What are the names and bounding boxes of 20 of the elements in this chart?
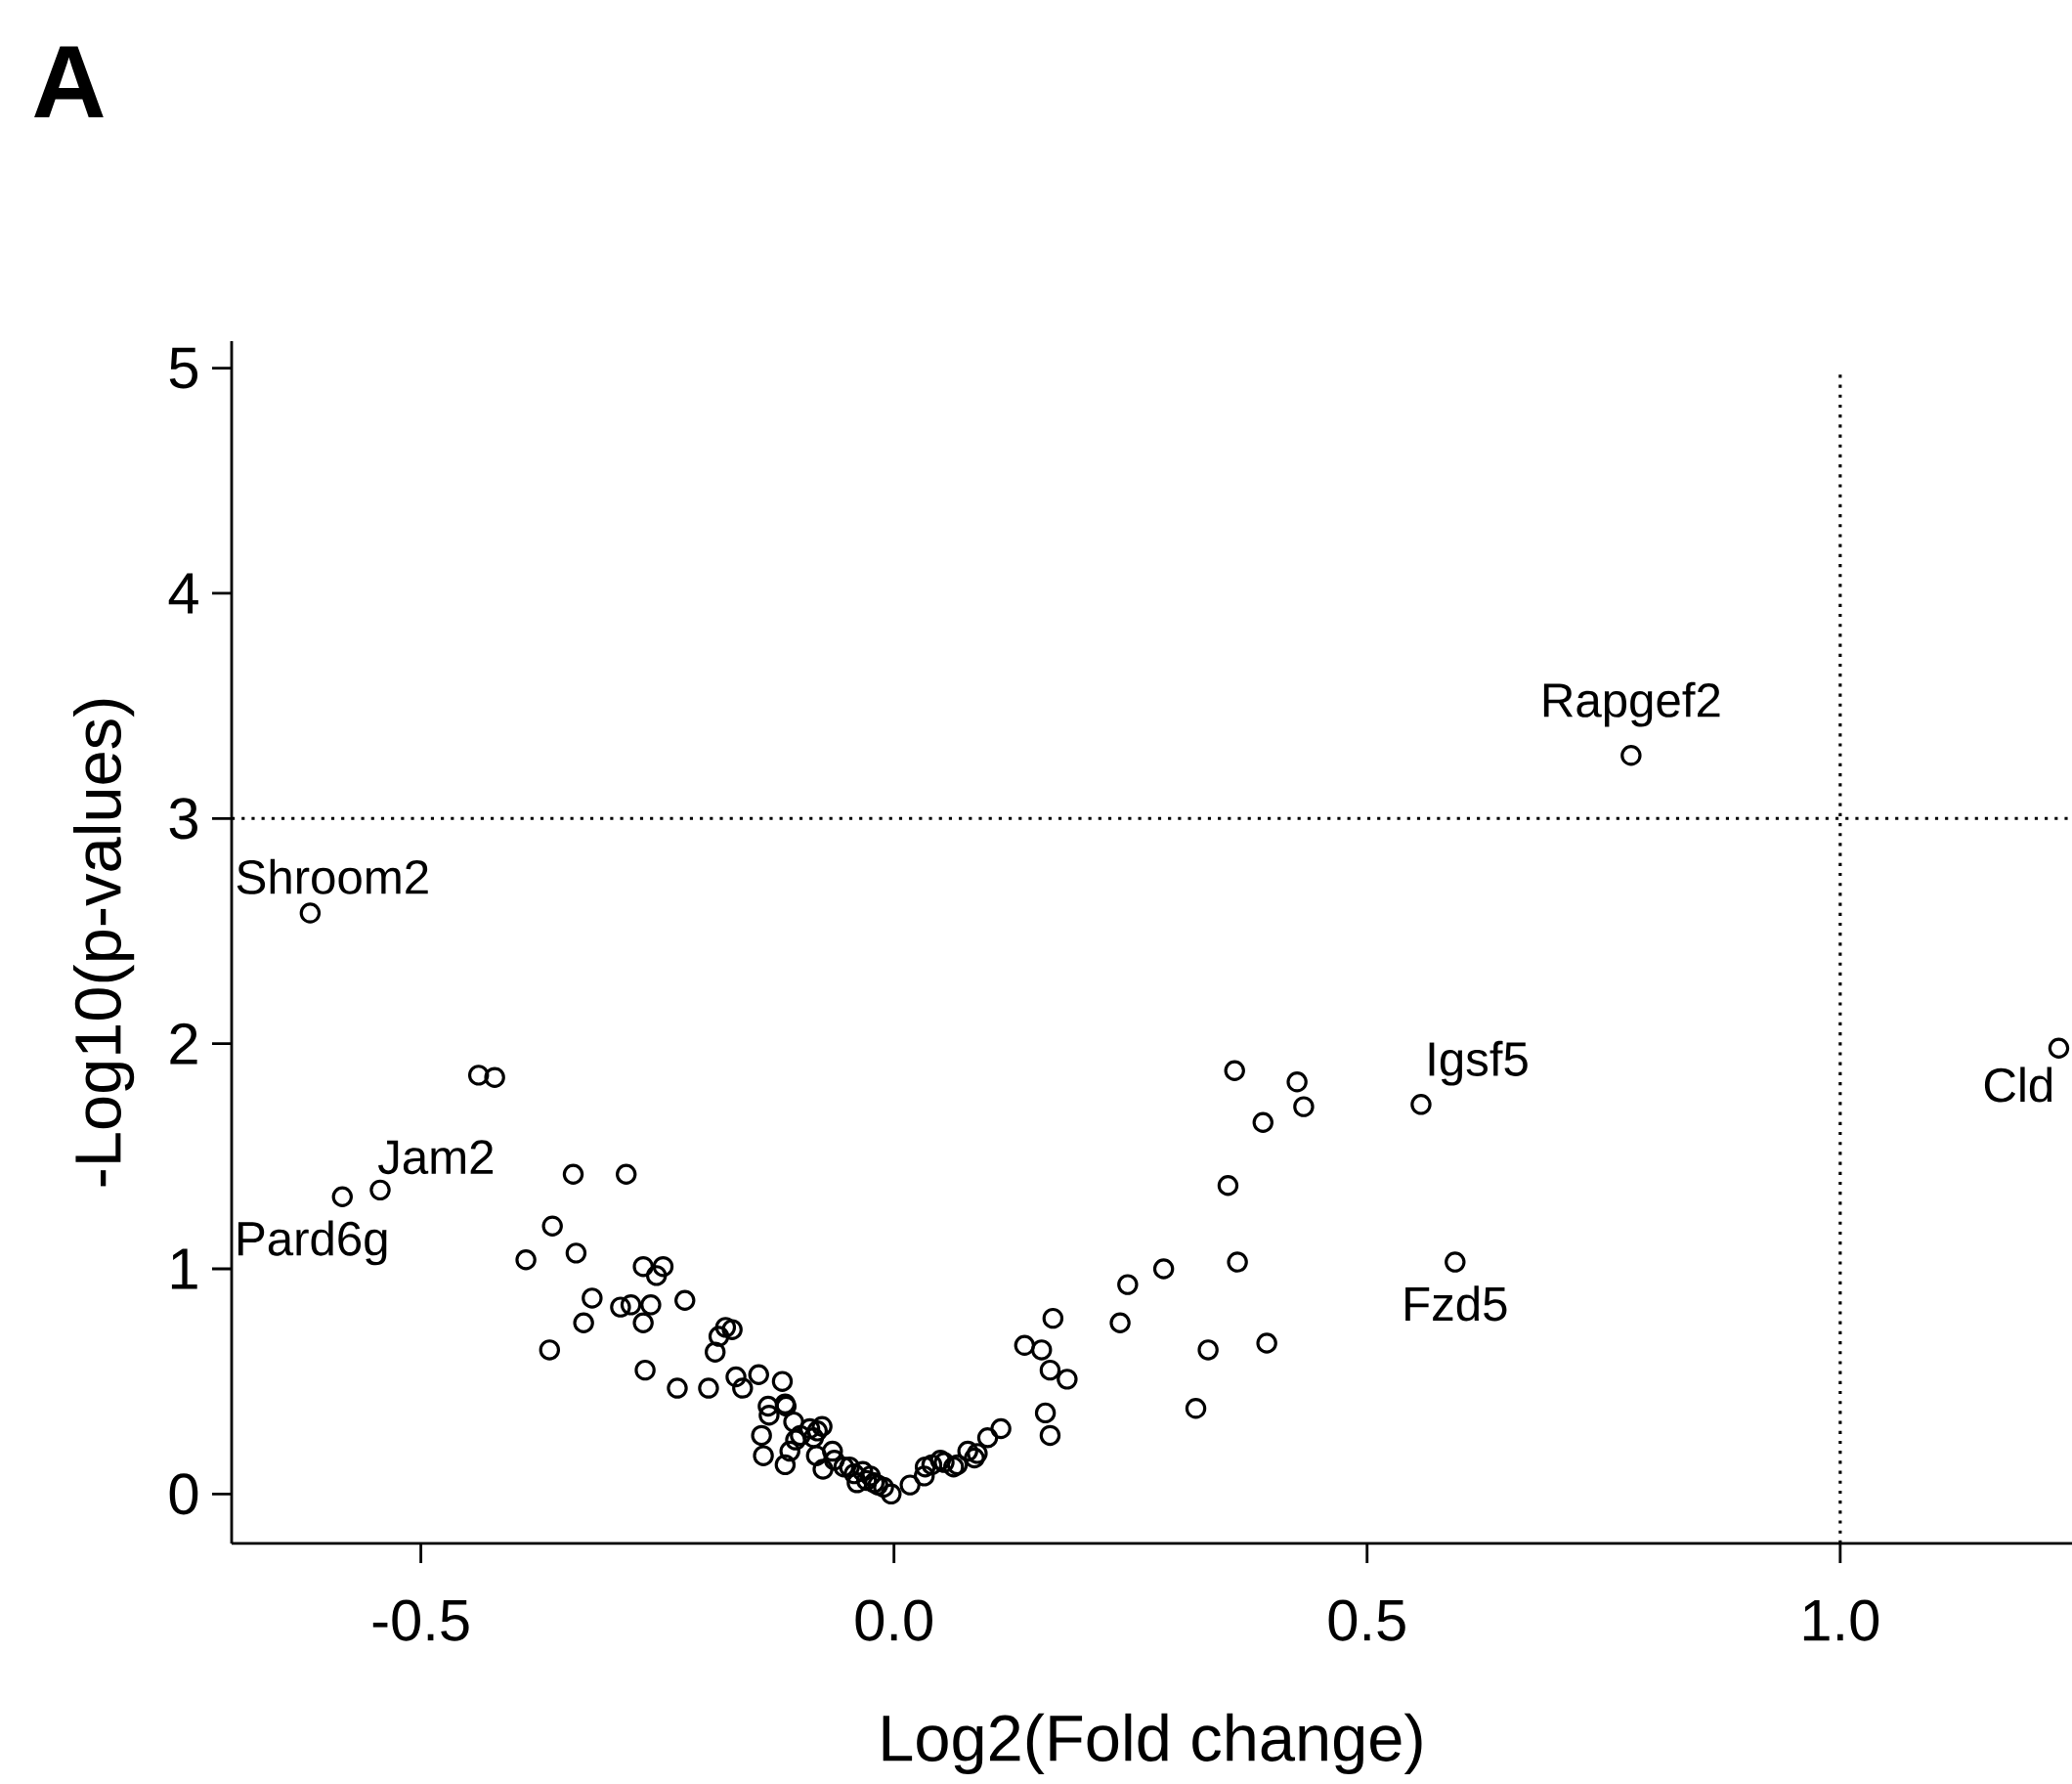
annotation: Jam2 [377, 1140, 494, 1175]
annotation: Fzd5 [1405, 1285, 1507, 1322]
annotation: Cld [1984, 1066, 2052, 1103]
annotation: Igsf5 [1429, 1040, 1528, 1086]
x-tick-label: 0.0 [855, 1599, 932, 1641]
x-axis-title: Log2(Fold change) [883, 1713, 1422, 1775]
y-tick-label: 2 [170, 1023, 197, 1065]
y-tick-label: 0 [169, 1473, 198, 1515]
y-tick-label: 5 [169, 347, 198, 389]
x-tick-label: 0.5 [1328, 1599, 1405, 1641]
y-tick-label: 3 [169, 798, 197, 840]
x-tick-label: 1.0 [1803, 1599, 1879, 1641]
x-tick-label: -0.5 [372, 1599, 469, 1641]
y-tick-label: 1 [171, 1248, 197, 1289]
annotation: Pard6g [237, 1220, 387, 1266]
annotation: Rapgef2 [1543, 681, 1720, 727]
y-axis-title: -Log10(p-values) [72, 699, 135, 1187]
y-tick-label: 4 [168, 573, 198, 614]
text: A [34, 46, 104, 117]
annotation: Shroom2 [237, 858, 428, 894]
